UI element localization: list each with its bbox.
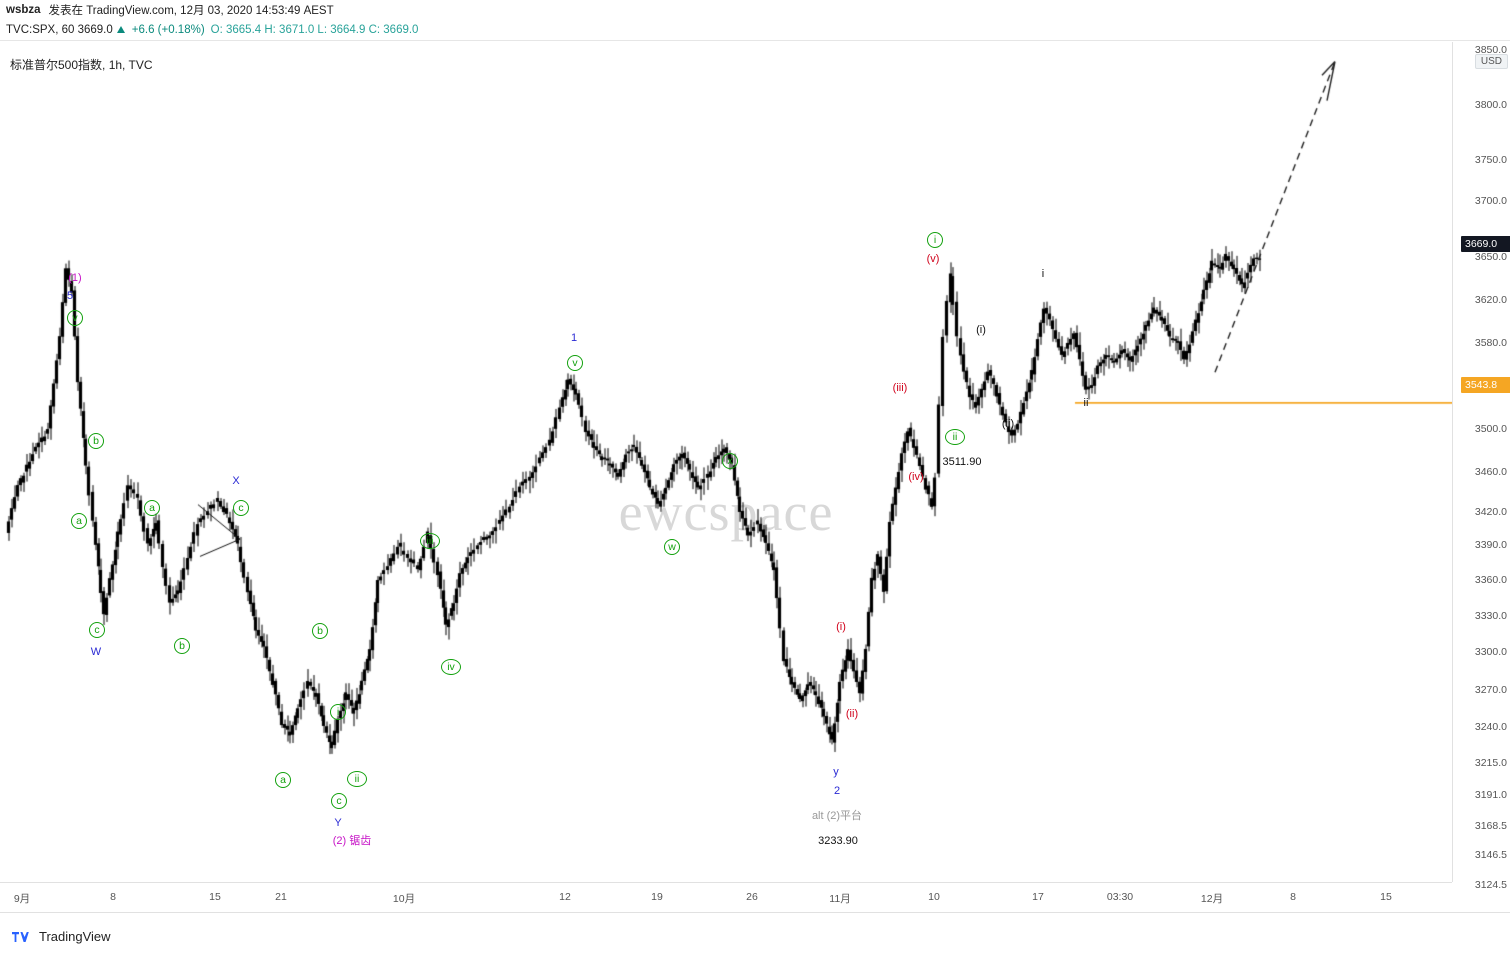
wave-label: X [232,475,239,487]
tradingview-logo[interactable]: TradingView [12,929,111,944]
wave-label: (1) [68,272,81,284]
wave-label: (ii) [1002,418,1014,430]
y-axis-tick: 3620.0 [1475,294,1507,306]
wave-label: b [88,433,104,449]
wave-label: x [722,453,738,469]
wave-label: b [312,623,328,639]
wave-label: Y [334,817,341,829]
y-axis-tick: 3270.0 [1475,684,1507,696]
footer-brand-label: TradingView [39,929,111,944]
wave-label: a [71,513,87,529]
y-axis-tick: 3460.0 [1475,466,1507,478]
wave-label: c [233,500,249,516]
wave-label: 1 [571,332,577,344]
y-axis-tick: 3500.0 [1475,423,1507,435]
wave-label: a [144,500,160,516]
y-axis-tick: 3390.0 [1475,539,1507,551]
x-axis-tick: 26 [746,891,758,903]
tradingview-icon [12,930,32,944]
ohlc-values: O: 3665.4 H: 3671.0 L: 3664.9 C: 3669.0 [211,24,419,36]
wave-label: w [664,539,680,555]
currency-badge: USD [1475,54,1508,69]
y-axis-tick: 3420.0 [1475,506,1507,518]
wave-label: 5 [67,290,73,302]
wave-label: y [833,766,839,778]
y-axis-tick: 3360.0 [1475,574,1507,586]
x-axis-tick: 8 [1290,891,1296,903]
wave-label: i [330,704,346,720]
x-axis-tick: 03:30 [1107,891,1133,903]
y-axis-tick: 3215.0 [1475,757,1507,769]
wave-label: (ii) [846,708,858,720]
wave-label: ii [347,771,367,787]
x-axis-tick: 15 [1380,891,1392,903]
chart-header-row-2: TVC:SPX, 60 3669.0 +6.6 (+0.18%) O: 3665… [0,22,418,38]
wave-label: 3233.90 [818,835,858,847]
wave-label: i [927,232,943,248]
x-axis-tick: 12 [559,891,571,903]
price-axis[interactable]: USD 3850.0 3800.0 3750.0 3700.0 3669.03650.0… [1452,42,1510,882]
y-axis-tick: 3580.0 [1475,337,1507,349]
price-change: +6.6 (+0.18%) [132,24,205,36]
y-axis-tick: 3330.0 [1475,610,1507,622]
wave-label: iii [420,533,440,549]
price-badge: 3543.8 [1461,377,1510,393]
y-axis-tick: 3700.0 [1475,195,1507,207]
author-name: wsbza [6,4,41,16]
wave-label: (iv) [908,471,923,483]
wave-label: 2 [834,785,840,797]
x-axis-tick: 15 [209,891,221,903]
wave-label: alt (2)平台 [812,807,862,823]
wave-label: v [67,310,83,326]
wave-label: (iii) [893,382,908,394]
y-axis-tick: 3650.0 [1475,251,1507,263]
x-axis-tick: 19 [651,891,663,903]
wave-label: i [1042,268,1044,280]
y-axis-tick: 3800.0 [1475,99,1507,111]
arrow-up-icon [117,26,125,33]
x-axis-tick: 10 [928,891,940,903]
price-badge: 3669.0 [1461,236,1510,252]
y-axis-tick: 3850.0 [1475,44,1507,56]
header-divider [0,40,1510,41]
y-axis-tick: 3124.5 [1475,879,1507,891]
wave-label: v [567,355,583,371]
y-axis-tick: 3750.0 [1475,154,1507,166]
x-axis-tick: 12月 [1201,891,1223,906]
chart-plot-area[interactable]: ewcspace (1)5vbaacWXcbbaiiicY(2) 锯齿iiiiv… [0,42,1452,882]
wave-label: c [89,622,105,638]
x-axis-tick: 10月 [393,891,415,906]
x-axis-tick: 11月 [829,891,850,906]
wave-label: iv [441,659,461,675]
chart-root: wsbza 发表在 TradingView.com, 12月 03, 2020 … [0,0,1510,974]
wave-label: a [275,772,291,788]
x-axis-tick: 8 [110,891,116,903]
wave-label: b [174,638,190,654]
wave-label: ii [945,429,965,445]
wave-label: c [331,793,347,809]
wave-label: W [91,646,101,658]
y-axis-tick: 3146.5 [1475,849,1507,861]
wave-label: 3511.90 [943,456,982,468]
wave-label: (v) [927,253,940,265]
y-axis-tick: 3168.5 [1475,820,1507,832]
publish-info: 发表在 TradingView.com, 12月 03, 2020 14:53:… [49,2,334,18]
chart-footer: TradingView [0,912,1510,975]
y-axis-tick: 3300.0 [1475,646,1507,658]
symbol-quote: TVC:SPX, 60 3669.0 [6,24,113,36]
wave-label: (2) 锯齿 [333,832,372,848]
y-axis-tick: 3191.0 [1475,789,1507,801]
wave-label: (i) [836,621,846,633]
chart-header-row-1: wsbza 发表在 TradingView.com, 12月 03, 2020 … [0,0,334,20]
x-axis-tick: 21 [275,891,287,903]
time-axis[interactable]: 9月 8 15 21 10月 12 19 26 11月 10 17 03:30 12月 8 15 [0,882,1452,913]
wave-label: ii [1084,397,1089,409]
wave-label: (i) [976,324,986,336]
x-axis-tick: 9月 [14,891,30,906]
y-axis-tick: 3240.0 [1475,721,1507,733]
x-axis-tick: 17 [1032,891,1044,903]
